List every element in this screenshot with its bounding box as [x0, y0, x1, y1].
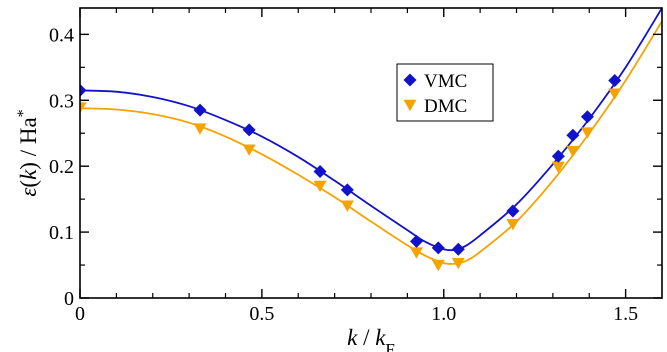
data-point-vmc	[608, 74, 622, 87]
data-point-dmc	[506, 218, 520, 231]
data-point-dmc	[313, 180, 327, 193]
y-axis-label: ε(k) / Ha*	[15, 109, 42, 196]
y-tick-label: 0.2	[49, 156, 74, 178]
x-axis-ticks: 0 0.5 1.0 1.5	[75, 8, 638, 325]
x-axis-label: k / kF	[347, 325, 395, 352]
data-point-dmc	[242, 144, 256, 156]
data-point-dmc	[409, 247, 423, 259]
data-point-dmc	[431, 259, 445, 272]
data-point-dmc	[566, 145, 580, 158]
data-point-vmc	[506, 204, 520, 218]
legend-entry-vmc: VMC	[403, 71, 467, 92]
legend-label-dmc: DMC	[424, 96, 467, 117]
y-axis-ticks: 0 0.1 0.2 0.3 0.4	[49, 24, 662, 310]
data-point-dmc	[551, 161, 565, 174]
x-tick-label: 0.5	[249, 303, 274, 325]
legend-marker-dmc	[403, 99, 417, 112]
data-point-dmc	[608, 88, 622, 100]
y-tick-label: 0.1	[49, 222, 74, 244]
legend-marker-shape-vmc	[403, 73, 417, 87]
legend-marker-shape-dmc	[403, 99, 417, 112]
data-point-dmc	[80, 102, 87, 114]
legend-entry-dmc: DMC	[403, 96, 467, 117]
x-tick-label: 0	[75, 303, 85, 325]
y-tick-label: 0.4	[49, 24, 74, 46]
legend-box	[396, 63, 494, 122]
data-point-dmc	[580, 127, 594, 139]
data-point-vmc	[313, 164, 327, 178]
legend: VMC DMC	[396, 63, 494, 122]
data-point-vmc	[340, 183, 354, 197]
y-tick-label: 0.3	[49, 90, 74, 112]
data-point-vmc	[431, 241, 445, 255]
data-point-vmc	[409, 234, 423, 248]
data-point-vmc	[80, 83, 87, 97]
data-point-dmc	[451, 257, 465, 270]
data-point-vmc	[451, 242, 465, 256]
data-markers	[80, 74, 622, 272]
data-point-dmc	[340, 200, 354, 212]
data-point-vmc	[566, 128, 580, 142]
legend-label-vmc: VMC	[424, 71, 467, 92]
x-tick-label: 1.5	[613, 303, 638, 325]
x-tick-label: 1.0	[431, 303, 456, 325]
data-point-vmc	[193, 103, 207, 117]
legend-marker-vmc	[403, 73, 417, 87]
y-tick-label: 0	[64, 288, 74, 310]
fit-curve-dmc	[80, 20, 662, 265]
data-point-vmc	[580, 110, 594, 124]
data-point-vmc	[551, 149, 565, 163]
data-point-vmc	[242, 123, 256, 137]
fit-curve-vmc	[80, 8, 662, 252]
data-point-dmc	[193, 123, 207, 135]
